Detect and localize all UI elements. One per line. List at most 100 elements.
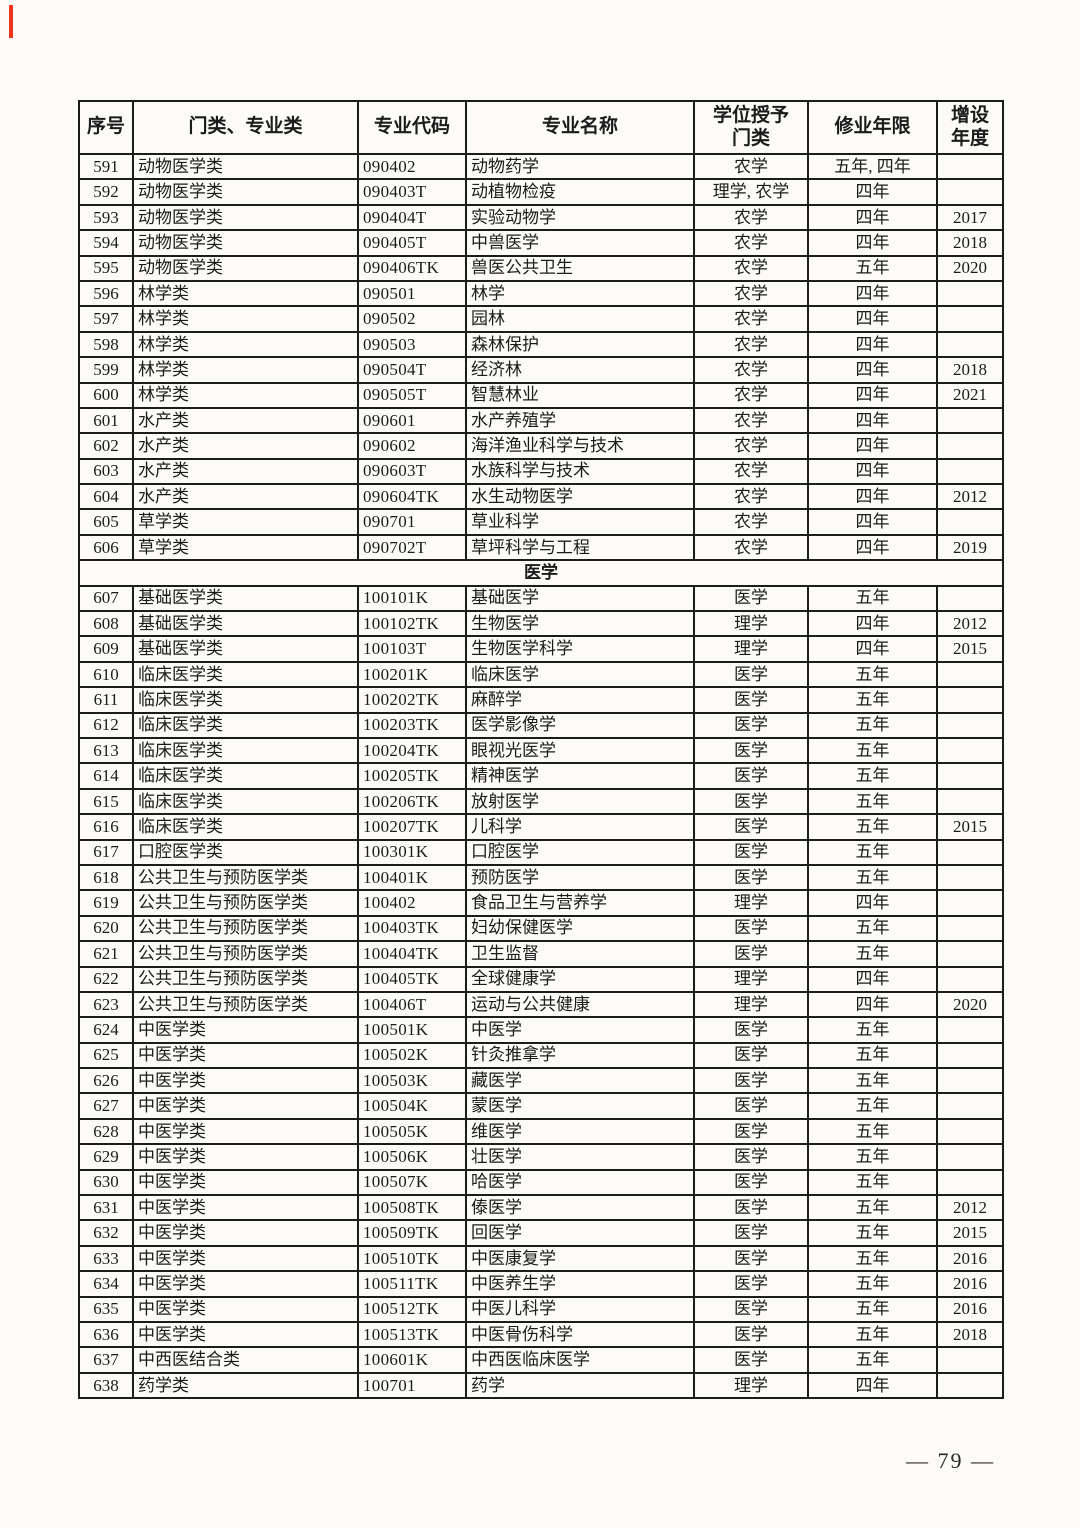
cell-added — [936, 432, 1004, 460]
cell-years: 五年 — [807, 1346, 938, 1374]
cell-degree: 医学 — [693, 1194, 809, 1222]
cell-name: 经济林 — [465, 356, 695, 384]
cell-added — [936, 305, 1004, 333]
cell-code: 100502K — [357, 1041, 467, 1070]
column-header-added: 增设 年度 — [936, 100, 1004, 155]
cell-years: 五年 — [807, 1194, 938, 1222]
cell-no: 591 — [78, 152, 134, 181]
cell-degree: 理学 — [693, 965, 809, 993]
cell-years: 四年 — [807, 610, 938, 638]
cell-category: 水产类 — [132, 483, 359, 511]
cell-degree: 医学 — [693, 1092, 809, 1120]
cell-name: 园林 — [465, 305, 695, 333]
cell-degree: 医学 — [693, 660, 809, 689]
cell-no: 624 — [78, 1016, 134, 1044]
cell-category: 临床医学类 — [132, 762, 359, 790]
cell-name: 医学影像学 — [465, 711, 695, 739]
cell-name: 药学 — [465, 1371, 695, 1400]
cell-no: 628 — [78, 1117, 134, 1146]
cell-degree: 医学 — [693, 1219, 809, 1247]
cell-degree: 医学 — [693, 1168, 809, 1197]
cell-code: 100503K — [357, 1067, 467, 1095]
cell-name: 藏医学 — [465, 1067, 695, 1095]
cell-degree: 理学 — [693, 1371, 809, 1400]
table-row: 598 林学类 090503 森林保护 农学 四年 — [78, 330, 1004, 359]
cell-years: 五年 — [807, 838, 938, 866]
table-row: 622 公共卫生与预防医学类 100405TK 全球健康学 理学 四年 — [78, 965, 1004, 993]
cell-years: 四年 — [807, 990, 938, 1019]
cell-degree: 医学 — [693, 736, 809, 765]
column-header-category: 门类、专业类 — [132, 100, 359, 155]
cell-code: 100512TK — [357, 1295, 467, 1323]
majors-table: 序号 门类、专业类 专业代码 专业名称 学位授予 门类 修业年限 增设 年度 5… — [78, 100, 1004, 1400]
cell-code: 100402 — [357, 889, 467, 917]
cell-years: 五年 — [807, 1219, 938, 1247]
cell-added — [936, 1346, 1004, 1374]
cell-degree: 医学 — [693, 1143, 809, 1171]
cell-name: 麻醉学 — [465, 686, 695, 714]
cell-added: 2015 — [936, 813, 1004, 841]
cell-code: 100203TK — [357, 711, 467, 739]
cell-code: 090402 — [357, 152, 467, 181]
cell-code: 100507K — [357, 1168, 467, 1197]
cell-years: 四年 — [807, 406, 938, 435]
cell-no: 613 — [78, 736, 134, 765]
table-row: 627 中医学类 100504K 蒙医学 医学 五年 — [78, 1092, 1004, 1120]
cell-degree: 理学, 农学 — [693, 178, 809, 206]
cell-added: 2012 — [936, 1194, 1004, 1222]
table-row: 600 林学类 090505T 智慧林业 农学 四年 2021 — [78, 381, 1004, 409]
cell-no: 614 — [78, 762, 134, 790]
cell-degree: 理学 — [693, 990, 809, 1019]
table-row: 632 中医学类 100509TK 回医学 医学 五年 2015 — [78, 1219, 1004, 1247]
cell-name: 卫生监督 — [465, 940, 695, 968]
table-row: 616 临床医学类 100207TK 儿科学 医学 五年 2015 — [78, 813, 1004, 841]
cell-name: 放射医学 — [465, 787, 695, 816]
cell-added — [936, 660, 1004, 689]
cell-code: 100206TK — [357, 787, 467, 816]
table-row: 594 动物医学类 090405T 中兽医学 农学 四年 2018 — [78, 229, 1004, 257]
cell-name: 实验动物学 — [465, 203, 695, 232]
cell-years: 四年 — [807, 330, 938, 359]
cell-no: 604 — [78, 483, 134, 511]
cell-code: 100205TK — [357, 762, 467, 790]
cell-category: 动物医学类 — [132, 152, 359, 181]
cell-added — [936, 406, 1004, 435]
cell-name: 中医骨伤科学 — [465, 1320, 695, 1349]
cell-degree: 医学 — [693, 787, 809, 816]
table-row: 604 水产类 090604TK 水生动物医学 农学 四年 2012 — [78, 483, 1004, 511]
cell-code: 100501K — [357, 1016, 467, 1044]
cell-category: 中医学类 — [132, 1016, 359, 1044]
cell-category: 口腔医学类 — [132, 838, 359, 866]
cell-added — [936, 457, 1004, 486]
cell-category: 公共卫生与预防医学类 — [132, 940, 359, 968]
cell-name: 中医儿科学 — [465, 1295, 695, 1323]
cell-added — [936, 152, 1004, 181]
cell-category: 动物医学类 — [132, 178, 359, 206]
cell-name: 中医康复学 — [465, 1244, 695, 1273]
table-row: 628 中医学类 100505K 维医学 医学 五年 — [78, 1117, 1004, 1146]
cell-name: 基础医学 — [465, 584, 695, 613]
cell-no: 592 — [78, 178, 134, 206]
cell-category: 草学类 — [132, 533, 359, 562]
cell-added: 2018 — [936, 356, 1004, 384]
cell-code: 090403T — [357, 178, 467, 206]
cell-added: 2016 — [936, 1244, 1004, 1273]
cell-name: 回医学 — [465, 1219, 695, 1247]
cell-degree: 农学 — [693, 457, 809, 486]
cell-years: 五年 — [807, 1143, 938, 1171]
cell-degree: 医学 — [693, 1320, 809, 1349]
cell-years: 四年 — [807, 635, 938, 663]
cell-code: 090602 — [357, 432, 467, 460]
cell-added — [936, 838, 1004, 866]
cell-no: 635 — [78, 1295, 134, 1323]
table-row: 595 动物医学类 090406TK 兽医公共卫生 农学 五年 2020 — [78, 254, 1004, 282]
cell-years: 五年 — [807, 711, 938, 739]
cell-code: 090505T — [357, 381, 467, 409]
cell-added — [936, 762, 1004, 790]
cell-degree: 农学 — [693, 508, 809, 536]
cell-no: 599 — [78, 356, 134, 384]
cell-added — [936, 178, 1004, 206]
red-corner-mark — [9, 5, 13, 38]
cell-category: 公共卫生与预防医学类 — [132, 889, 359, 917]
table-row: 601 水产类 090601 水产养殖学 农学 四年 — [78, 406, 1004, 435]
